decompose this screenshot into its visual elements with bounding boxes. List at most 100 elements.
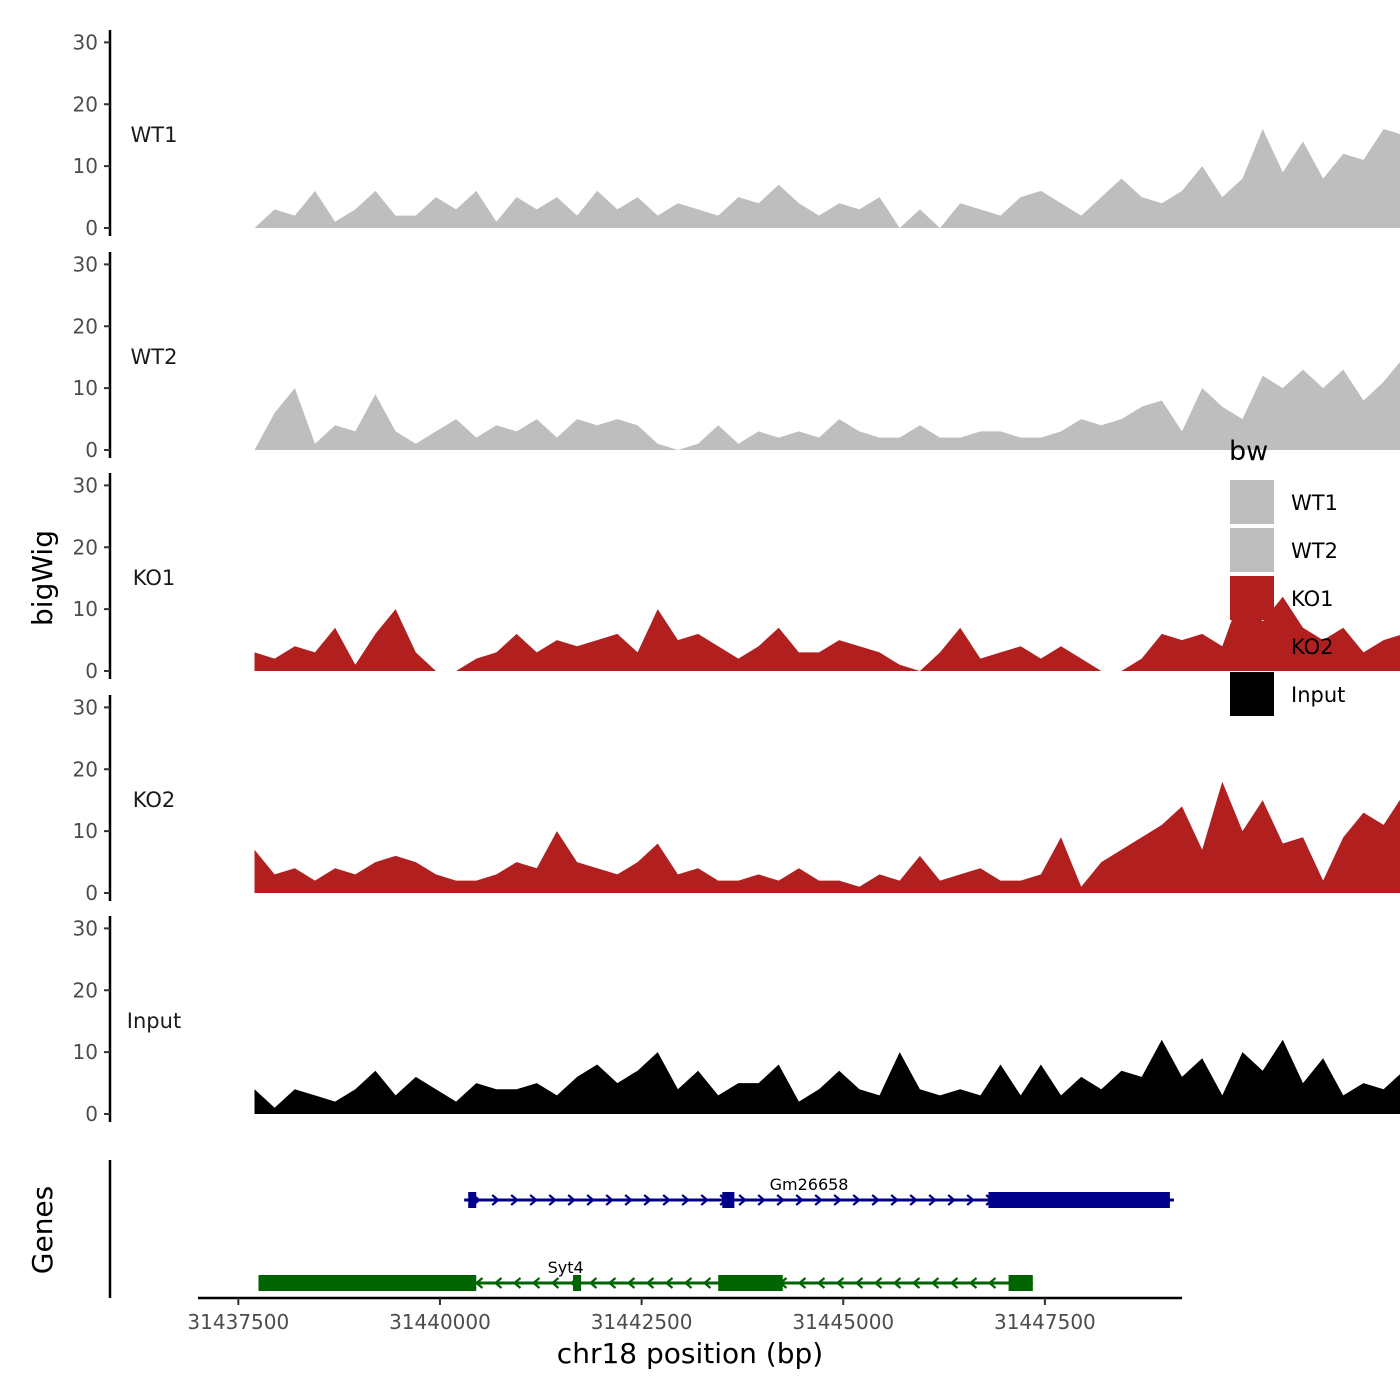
strand-arrow — [700, 1194, 709, 1206]
track-wt2: 0 10 20 30 WT2 — [73, 252, 1400, 462]
coverage-area-wt1 — [254, 129, 1400, 228]
strand-arrow — [947, 1194, 956, 1206]
track-label: WT2 — [131, 345, 178, 369]
strand-arrow — [890, 1194, 899, 1206]
y-tick-label: 10 — [73, 1040, 98, 1064]
strand-arrow — [548, 1194, 557, 1206]
legend-swatch-input — [1230, 672, 1274, 716]
strand-arrow — [833, 1194, 842, 1206]
gene-track: Gm26658 Syt4 — [108, 1160, 1174, 1298]
strand-arrow — [757, 1194, 766, 1206]
strand-arrow — [624, 1194, 633, 1206]
y-tick-label: 20 — [73, 314, 98, 338]
gene-exon — [573, 1275, 582, 1291]
x-tick-label: 31442500 — [591, 1310, 693, 1334]
y-axis-title: bigWig — [26, 530, 59, 626]
x-tick-label: 31447500 — [994, 1310, 1096, 1334]
strand-arrow — [550, 1277, 560, 1289]
gene-exon — [718, 1275, 783, 1291]
strand-arrow — [683, 1277, 693, 1289]
y-tick-label: 0 — [85, 659, 98, 683]
strand-arrow — [588, 1277, 598, 1289]
strand-arrow — [662, 1194, 671, 1206]
strand-arrow — [814, 1194, 823, 1206]
track-ko2: 0 10 20 30 KO2 — [73, 695, 1400, 905]
legend-swatch-ko2 — [1230, 624, 1274, 668]
gene-exon — [1008, 1275, 1033, 1291]
y-tick-label: 20 — [73, 92, 98, 116]
track-ko1: 0 10 20 30 KO1 — [73, 473, 1400, 683]
strand-arrow — [852, 1194, 861, 1206]
strand-arrow — [871, 1194, 880, 1206]
strand-arrow — [911, 1277, 921, 1289]
legend-label-wt1: WT1 — [1291, 491, 1338, 515]
legend-label-wt2: WT2 — [1291, 539, 1338, 563]
y-tick-label: 0 — [85, 438, 98, 462]
legend-label-ko1: KO1 — [1291, 587, 1334, 611]
strand-arrow — [892, 1277, 902, 1289]
track-label: KO1 — [133, 566, 176, 590]
y-tick-label: 30 — [73, 473, 98, 497]
strand-arrow — [930, 1277, 940, 1289]
track-label: KO2 — [133, 788, 176, 812]
strand-arrow — [702, 1277, 712, 1289]
strand-arrow — [491, 1194, 500, 1206]
legend-swatch-wt2 — [1230, 528, 1274, 572]
coverage-area-input — [254, 1039, 1400, 1114]
gene-exon — [722, 1192, 735, 1208]
track-input: 0 10 20 30 Input — [73, 916, 1400, 1126]
strand-arrow — [512, 1277, 522, 1289]
y-tick-label: 20 — [73, 978, 98, 1002]
y-tick-label: 10 — [73, 154, 98, 178]
y-tick-label: 10 — [73, 597, 98, 621]
legend-swatch-wt1 — [1230, 480, 1274, 524]
x-tick-label: 31440000 — [389, 1310, 491, 1334]
strand-arrow — [681, 1194, 690, 1206]
strand-arrow — [607, 1277, 617, 1289]
coverage-tracks: 0 10 20 30 WT1 0 10 20 30 WT2 0 10 20 30 KO1 0 10 20 30 KO2… — [73, 30, 1400, 1126]
strand-arrow — [643, 1194, 652, 1206]
gene-syt4: Syt4 — [258, 1258, 1033, 1291]
strand-arrow — [645, 1277, 655, 1289]
genes-axis-title: Genes — [26, 1186, 59, 1274]
y-tick-label: 30 — [73, 695, 98, 719]
y-tick-label: 10 — [73, 376, 98, 400]
strand-arrow — [797, 1277, 807, 1289]
strand-arrow — [738, 1194, 747, 1206]
gene-label: Gm26658 — [770, 1175, 849, 1194]
strand-arrow — [567, 1194, 576, 1206]
x-axis: 31437500 31440000 31442500 31445000 31447500 — [187, 1296, 1182, 1334]
y-tick-label: 20 — [73, 535, 98, 559]
strand-arrow — [493, 1277, 503, 1289]
strand-arrow — [664, 1277, 674, 1289]
y-tick-label: 30 — [73, 30, 98, 54]
strand-arrow — [531, 1277, 541, 1289]
strand-arrow — [776, 1194, 785, 1206]
y-tick-label: 10 — [73, 819, 98, 843]
y-tick-label: 0 — [85, 1102, 98, 1126]
strand-arrow — [605, 1194, 614, 1206]
legend-label-ko2: KO2 — [1291, 635, 1334, 659]
strand-arrow — [586, 1194, 595, 1206]
gene-exon — [258, 1275, 477, 1291]
legend-swatch-ko1 — [1230, 576, 1274, 620]
legend: bw WT1 WT2 KO1 KO2 Input — [1229, 436, 1345, 716]
strand-arrow — [626, 1277, 636, 1289]
legend-label-input: Input — [1291, 683, 1345, 707]
gene-exon — [468, 1192, 477, 1208]
strand-arrow — [966, 1194, 975, 1206]
strand-arrow — [873, 1277, 883, 1289]
y-tick-label: 20 — [73, 757, 98, 781]
strand-arrow — [928, 1194, 937, 1206]
strand-arrow — [795, 1194, 804, 1206]
strand-arrow — [835, 1277, 845, 1289]
coverage-area-ko1 — [254, 590, 1400, 671]
y-tick-label: 30 — [73, 252, 98, 276]
gene-exon — [988, 1192, 1170, 1208]
strand-arrow — [987, 1277, 997, 1289]
x-axis-title: chr18 position (bp) — [557, 1337, 823, 1370]
strand-arrow — [909, 1194, 918, 1206]
strand-arrow — [854, 1277, 864, 1289]
track-wt1: 0 10 20 30 WT1 — [73, 30, 1400, 240]
